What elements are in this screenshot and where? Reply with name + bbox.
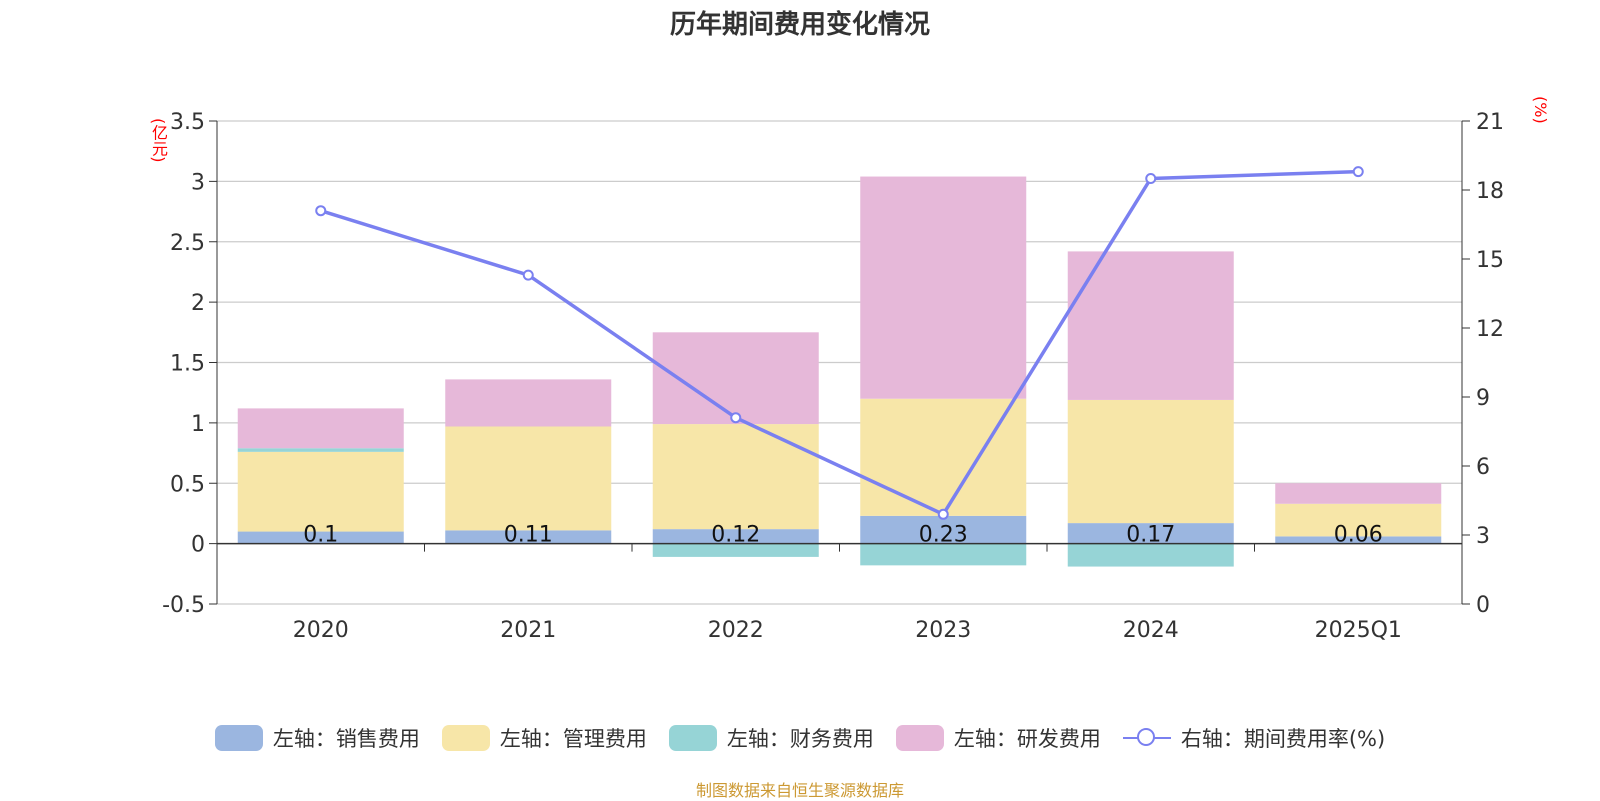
legend-label-rd: 左轴：研发费用 [953, 727, 1101, 751]
bar-admin [1067, 399, 1234, 524]
bar-sales [652, 529, 819, 544]
legend-swatch-sales [214, 725, 263, 751]
left-tick-label: 1.5 [170, 352, 205, 377]
legend-swatch-rd [895, 725, 944, 751]
right-tick-label: 6 [1476, 455, 1490, 480]
legend-item-admin[interactable]: 左轴：管理费用 [441, 723, 647, 753]
bar-rd [1275, 483, 1442, 504]
right-axis-unit: (%) [1531, 96, 1550, 124]
data-label-sales: 0.11 [504, 523, 553, 548]
rate-point [730, 412, 742, 424]
bar-sales [237, 531, 404, 544]
bar-sales [1067, 523, 1234, 544]
left-tick-label: -0.5 [162, 593, 205, 618]
left-tick-label: 1 [191, 412, 205, 437]
rate-point [315, 205, 327, 217]
legend-label-finance: 左轴：财务费用 [726, 727, 874, 751]
bar-rd [860, 176, 1027, 399]
rate-point [1145, 173, 1157, 184]
legend-item-sales[interactable]: 左轴：销售费用 [214, 723, 420, 753]
x-tick-label: 2022 [708, 618, 764, 643]
right-tick-label: 3 [1476, 524, 1490, 549]
rate-point [522, 269, 534, 281]
bar-rd [445, 379, 612, 427]
data-label-sales: 0.12 [711, 523, 760, 548]
rate-line [320, 169, 1359, 517]
legend-item-finance[interactable]: 左轴：财务费用 [668, 723, 874, 753]
left-tick-label: 2.5 [170, 231, 205, 256]
bar-admin [652, 424, 819, 530]
legend-line-icon [1122, 725, 1171, 751]
left-tick-label: 2 [191, 291, 205, 316]
right-tick-label: 12 [1476, 317, 1504, 342]
legend-swatch-finance [668, 725, 717, 751]
left-tick-label: 3.5 [170, 110, 205, 135]
x-tick-label: 2024 [1123, 618, 1179, 643]
x-tick-label: 2021 [500, 618, 556, 643]
bar-finance [1067, 543, 1234, 567]
legend-swatch-admin [441, 725, 490, 751]
left-tick-label: 0.5 [170, 472, 205, 497]
data-label-sales: 0.23 [919, 523, 968, 548]
bar-admin [1275, 503, 1442, 537]
left-tick-label: 3 [191, 170, 205, 195]
bar-finance [652, 543, 819, 557]
left-tick-label: 0 [191, 533, 205, 558]
legend-label-sales: 左轴：销售费用 [272, 727, 420, 751]
bar-admin [860, 398, 1027, 516]
legend-item-rate[interactable]: 右轴：期间费用率(%) [1122, 723, 1386, 753]
bar-finance [237, 448, 404, 452]
bar-admin [237, 451, 404, 532]
right-tick-label: 15 [1476, 248, 1504, 273]
bar-sales [860, 515, 1027, 544]
source-note: 制图数据来自恒生聚源数据库 [695, 781, 904, 800]
bar-finance [860, 543, 1027, 566]
legend-item-rd[interactable]: 左轴：研发费用 [895, 723, 1101, 753]
right-tick-label: 21 [1476, 110, 1504, 135]
left-axis-unit: (亿元) [149, 118, 168, 163]
bar-rd [1067, 251, 1234, 400]
legend: 左轴：销售费用 左轴：管理费用 左轴：财务费用 左轴：研发费用 右轴：期间费用率… [0, 718, 1600, 758]
chart-title: 历年期间费用变化情况 [669, 10, 930, 40]
legend-label-rate: 右轴：期间费用率(%) [1180, 727, 1386, 751]
right-tick-label: 9 [1476, 386, 1490, 411]
data-label-sales: 0.06 [1334, 523, 1383, 548]
data-label-sales: 0.1 [303, 523, 338, 548]
legend-label-admin: 左轴：管理费用 [499, 727, 647, 751]
x-tick-label: 2020 [293, 618, 349, 643]
rate-point [937, 508, 949, 520]
rate-point [1352, 166, 1364, 178]
bar-sales [1275, 536, 1442, 544]
bar-rd [237, 408, 404, 449]
x-tick-label: 2023 [915, 618, 971, 643]
bar-sales [445, 530, 612, 544]
data-label-sales: 0.17 [1126, 523, 1175, 548]
x-tick-label: 2025Q1 [1315, 618, 1402, 643]
bar-admin [445, 426, 612, 531]
right-tick-label: 0 [1476, 593, 1490, 618]
right-tick-label: 18 [1476, 179, 1504, 204]
chart-canvas: 3.5 3 2.5 2 1.5 1 0.5 0 -0.5 21 18 15 12 9 6 3 0 0.1 0.11 0… [162, 110, 1504, 643]
